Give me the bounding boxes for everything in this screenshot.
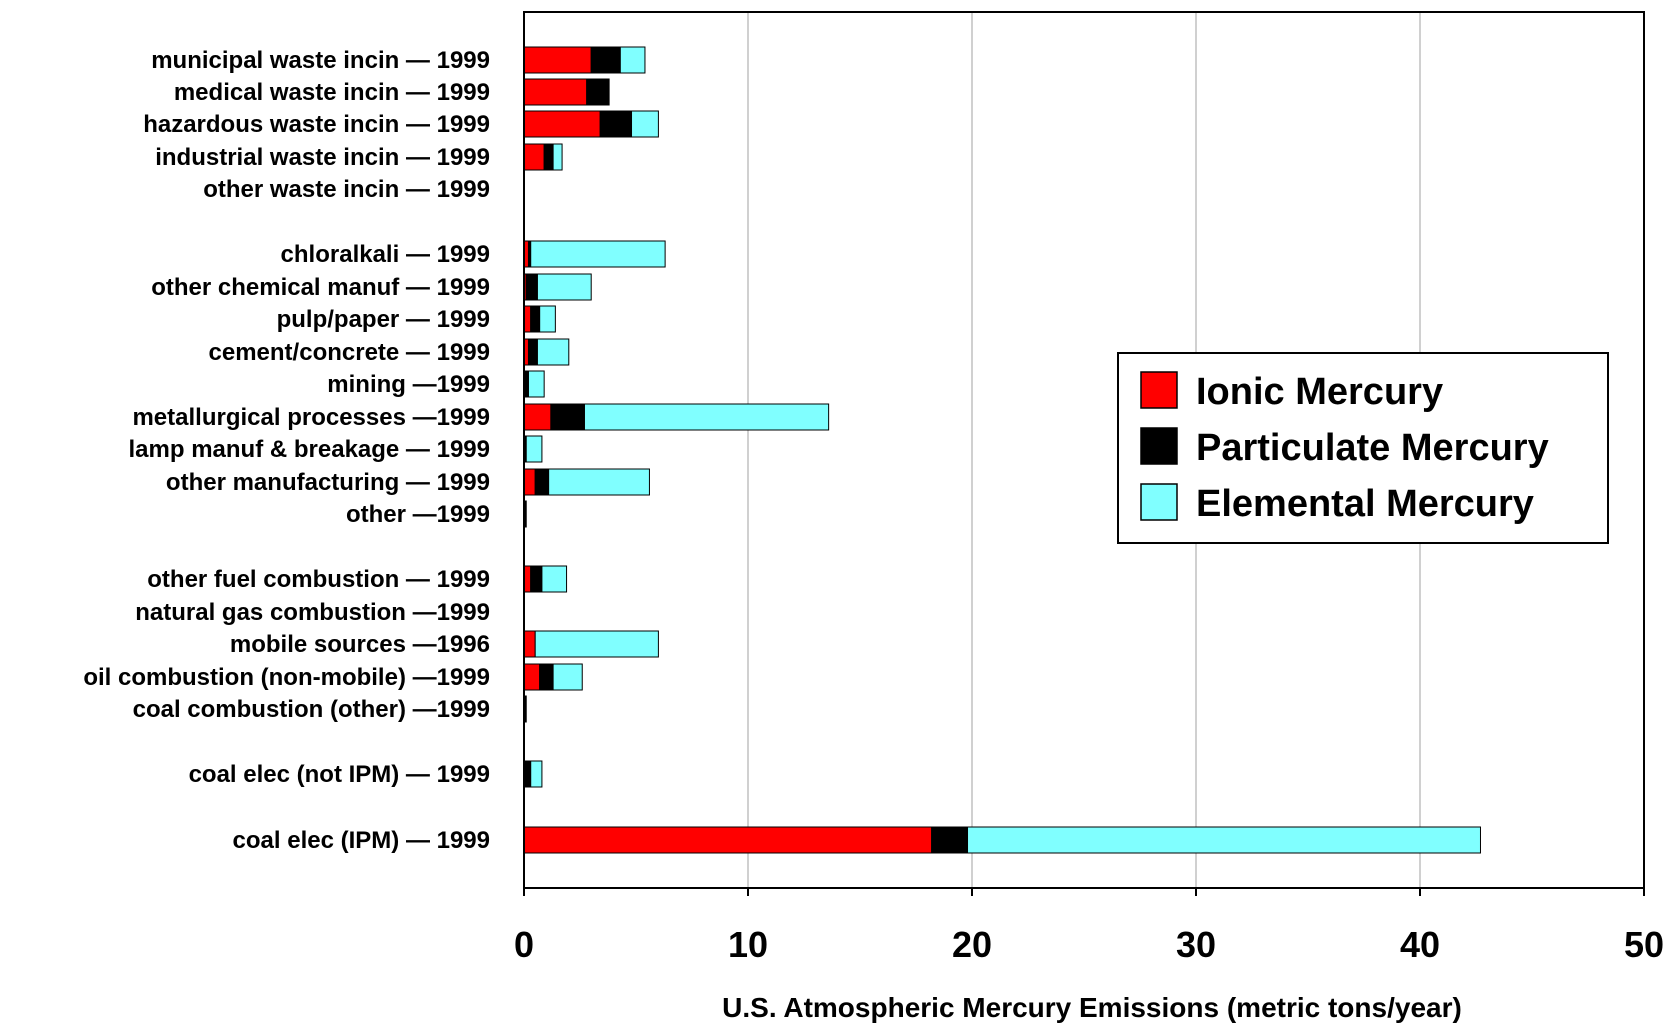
x-tick-label: 30	[1176, 924, 1216, 965]
category-label: metallurgical processes —1999	[132, 404, 490, 431]
category-label: coal elec (not IPM) — 1999	[189, 761, 490, 788]
legend-swatch	[1140, 427, 1178, 465]
category-label: coal combustion (other) —1999	[133, 696, 490, 723]
legend-label: Ionic Mercury	[1196, 371, 1443, 413]
bar-segment	[523, 78, 588, 106]
bar-segment	[619, 46, 646, 74]
bar-segment	[523, 46, 592, 74]
x-tick-label: 0	[514, 924, 534, 965]
bar-segment	[523, 826, 933, 854]
category-label: other fuel combustion — 1999	[147, 566, 490, 593]
x-axis-title: U.S. Atmospheric Mercury Emissions (metr…	[722, 992, 1462, 1023]
x-tick-label: 50	[1624, 924, 1664, 965]
bar-segment	[523, 143, 545, 171]
category-label: hazardous waste incin — 1999	[143, 111, 490, 138]
legend-label: Elemental Mercury	[1196, 483, 1534, 525]
bar-segment	[536, 273, 592, 301]
category-label: other manufacturing — 1999	[166, 469, 490, 496]
bar-segment	[552, 143, 563, 171]
category-labels: municipal waste incin — 1999 medical wast…	[83, 47, 490, 854]
legend-swatch	[1140, 371, 1178, 409]
bar-segment	[541, 565, 568, 593]
legend-box	[1117, 352, 1609, 544]
legend-label: Particulate Mercury	[1196, 427, 1549, 469]
bar-segment	[539, 305, 556, 333]
bar-segment	[586, 78, 610, 106]
legend: Ionic Mercury Particulate Mercury Elementa…	[1117, 352, 1609, 544]
category-label: medical waste incin — 1999	[174, 79, 490, 106]
bar-segment	[550, 403, 585, 431]
bar-segment	[931, 826, 969, 854]
bar-segment	[590, 46, 621, 74]
bar-segment	[583, 403, 830, 431]
bar-segment	[523, 403, 552, 431]
bar-segment	[523, 305, 532, 333]
bar-segment	[523, 663, 541, 691]
bar-segment	[525, 435, 543, 463]
plot-frame	[523, 11, 1645, 889]
bar-segment	[530, 305, 541, 333]
category-label: chloralkali — 1999	[281, 241, 490, 268]
x-tick-label: 20	[952, 924, 992, 965]
bar-segment	[523, 760, 532, 788]
category-label: industrial waste incin — 1999	[155, 144, 490, 171]
bar-segment	[523, 565, 532, 593]
bar-segment	[523, 630, 536, 658]
bar-segment	[543, 143, 554, 171]
category-label: natural gas combustion —1999	[135, 599, 490, 626]
bar-segment	[523, 110, 601, 138]
bar-segment	[967, 826, 1481, 854]
bar-segment	[631, 110, 659, 138]
bar-segment	[527, 370, 545, 398]
bar-segment	[539, 663, 554, 691]
x-tick-label: 40	[1400, 924, 1440, 965]
bar-segment	[525, 273, 538, 301]
bar-segment	[530, 760, 543, 788]
category-label: other —1999	[346, 501, 490, 528]
bar-segment	[534, 630, 659, 658]
bar-segment	[548, 468, 650, 496]
category-label: mobile sources —1996	[230, 631, 490, 658]
bar-segment	[536, 338, 570, 366]
bar-segment	[530, 240, 666, 268]
x-axis-ticks: 0 10 20 30 40 50	[514, 888, 1664, 965]
bar-segment	[523, 468, 536, 496]
category-label: mining —1999	[327, 371, 490, 398]
legend-swatch	[1140, 483, 1178, 521]
bar-segment	[527, 338, 538, 366]
category-label: lamp manuf & breakage — 1999	[129, 436, 490, 463]
x-tick-label: 10	[728, 924, 768, 965]
category-label: municipal waste incin — 1999	[151, 47, 490, 74]
category-label: other chemical manuf — 1999	[151, 274, 490, 301]
bar-segment	[534, 468, 550, 496]
category-label: cement/concrete — 1999	[209, 339, 490, 366]
category-label: other waste incin — 1999	[203, 176, 490, 203]
category-label: pulp/paper — 1999	[277, 306, 490, 333]
bars	[523, 46, 1481, 854]
category-label: coal elec (IPM) — 1999	[233, 827, 490, 854]
category-label: oil combustion (non-mobile) —1999	[83, 664, 490, 691]
bar-segment	[530, 565, 543, 593]
bar-segment	[552, 663, 583, 691]
bar-segment	[599, 110, 633, 138]
